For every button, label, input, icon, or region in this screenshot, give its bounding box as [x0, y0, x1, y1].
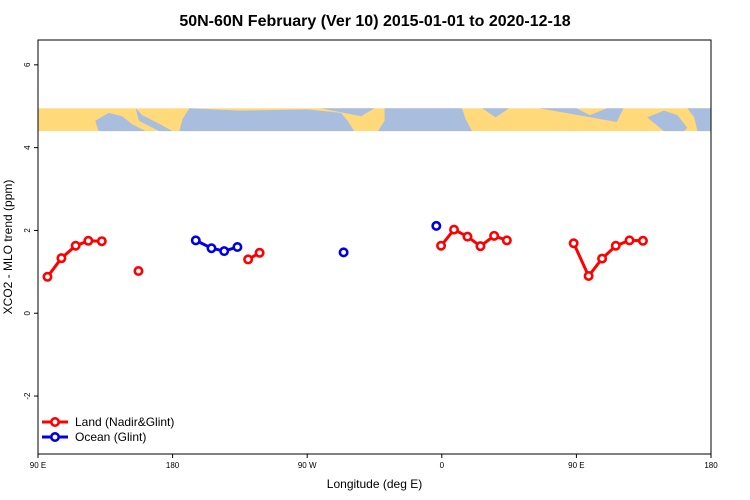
y-tick-label: 6 — [23, 62, 32, 67]
y-axis-label: XCO2 - MLO trend (ppm) — [1, 180, 15, 315]
map-band-ocean — [687, 108, 711, 132]
y-tick-label: 2 — [23, 228, 32, 233]
map-band-ocean — [135, 108, 173, 132]
data-point — [431, 220, 442, 231]
legend: Land (Nadir&Glint)Ocean (Glint) — [42, 415, 174, 444]
map-band-ocean — [377, 108, 473, 132]
data-point — [475, 241, 486, 252]
data-point — [83, 235, 94, 246]
chart-title: 50N-60N February (Ver 10) 2015-01-01 to … — [179, 13, 570, 30]
data-point — [610, 240, 621, 251]
y-axis: -2 0 2 4 6 — [23, 62, 38, 400]
data-point — [597, 253, 608, 264]
map-band — [38, 108, 711, 132]
data-point — [254, 247, 265, 258]
y-tick-label: 4 — [23, 145, 32, 150]
map-band-ocean — [539, 108, 624, 122]
data-point — [206, 243, 217, 254]
data-point — [436, 240, 447, 251]
data-point — [96, 236, 107, 247]
y-tick-label: -2 — [23, 392, 32, 400]
data-point — [568, 238, 579, 249]
data-point — [501, 235, 512, 246]
data-point — [583, 270, 594, 281]
data-point — [190, 235, 201, 246]
y-tick-label: 0 — [23, 310, 32, 315]
data-point — [42, 271, 53, 282]
legend-label: Ocean (Glint) — [75, 430, 146, 444]
x-axis: 90 E 180 90 W 0 90 E 180 — [30, 454, 718, 470]
x-tick-label: 180 — [166, 461, 180, 470]
x-tick-label: 90 E — [568, 461, 584, 470]
legend-label: Land (Nadir&Glint) — [75, 415, 174, 429]
x-tick-label: 0 — [440, 461, 445, 470]
data-point — [637, 235, 648, 246]
map-band-ocean — [647, 110, 688, 132]
data-point — [338, 247, 349, 258]
series-land — [42, 224, 648, 282]
data-point — [624, 235, 635, 246]
series-line — [572, 238, 644, 278]
map-band-ocean — [320, 108, 375, 117]
data-point — [56, 253, 67, 264]
legend-marker — [49, 431, 60, 442]
x-tick-label: 90 E — [30, 461, 46, 470]
data-point — [243, 254, 254, 265]
x-tick-label: 180 — [704, 461, 718, 470]
data-point — [449, 224, 460, 235]
plot-frame — [37, 39, 712, 455]
series-ocean — [190, 220, 442, 258]
data-point — [219, 246, 230, 257]
series-line — [195, 239, 238, 253]
map-band-ocean — [95, 112, 146, 132]
x-axis-label: Longitude (deg E) — [327, 477, 422, 491]
data-point — [489, 230, 500, 241]
legend-marker — [49, 416, 60, 427]
map-band-ocean — [482, 108, 510, 118]
data-point — [133, 266, 144, 277]
data-point — [70, 240, 81, 251]
map-band-ocean — [179, 108, 355, 132]
data-point — [232, 242, 243, 253]
series-layer — [42, 220, 648, 282]
x-tick-label: 90 W — [298, 461, 317, 470]
data-point — [462, 231, 473, 242]
